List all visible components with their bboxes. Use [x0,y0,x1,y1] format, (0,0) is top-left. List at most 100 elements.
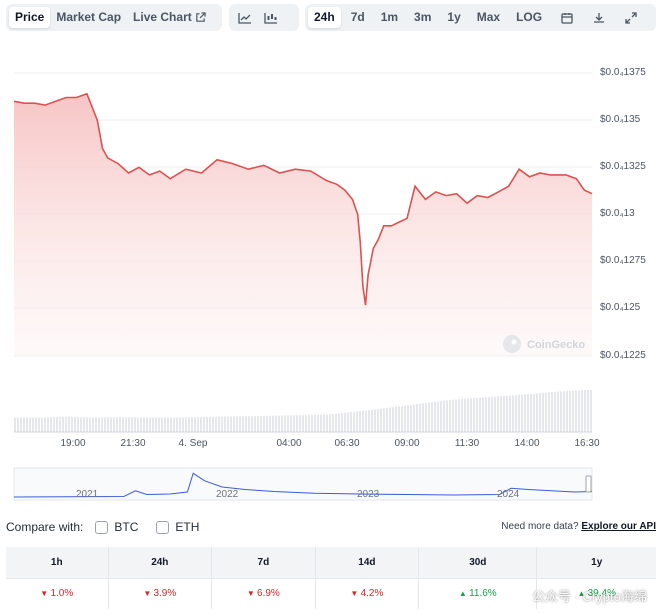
calendar-button[interactable] [554,7,580,28]
volume-bar [332,414,334,432]
tab-range-24h[interactable]: 24h [308,7,341,28]
navigator-year: 2024 [497,489,520,500]
performance-value-text: 6.9% [257,588,280,600]
navigator-year: 2023 [357,489,380,500]
volume-bar [500,396,502,432]
volume-bar [461,399,463,432]
tab-range-3m[interactable]: 3m [414,10,432,24]
line-chart-button[interactable] [232,7,258,28]
volume-bar [392,407,394,432]
compare-eth-label[interactable]: ETH [175,520,200,534]
volume-bar [344,412,346,432]
tab-range-1m[interactable]: 1m [380,10,399,24]
volume-bar [296,415,298,432]
volume-bar [377,409,379,432]
volume-bar [89,417,91,432]
volume-bar [239,416,241,432]
tab-price[interactable]: Price [9,7,51,28]
chart-type-group [229,4,299,31]
volume-bar [134,417,136,432]
volume-bar [173,417,175,432]
volume-bar [116,417,118,432]
expand-icon [625,11,637,24]
performance-value: ▼ 3.9% [107,577,212,609]
volume-bar [215,416,217,432]
volume-bar [311,415,313,432]
performance-value: ▼ 4.2% [314,577,419,609]
volume-bar [434,401,436,432]
volume-bar [386,408,388,432]
candlestick-chart-icon [264,12,277,24]
volume-bar [284,415,286,432]
range-tab-group: 24h 7d 1m 3m 1y Max LOG [305,4,656,31]
volume-bar [218,416,220,432]
price-chart[interactable]: CoinGecko [0,0,660,440]
view-tab-group: Price Market Cap Live Chart [6,4,222,31]
volume-bar [428,402,430,432]
volume-bar [506,395,508,432]
download-button[interactable] [586,7,612,28]
performance-value: ▲ 39.4% [536,577,656,609]
volume-bar [41,417,43,432]
volume-bar [455,399,457,432]
y-tick-label: $0.0₄1325 [600,161,646,172]
volume-bar [566,391,568,432]
volume-bar [35,417,37,432]
volume-bar [413,404,415,432]
volume-bar [293,415,295,432]
volume-bar [209,416,211,432]
volume-bar [536,393,538,432]
performance-value-text: 39.4% [587,588,616,600]
volume-bar [257,416,259,432]
volume-bar [575,390,577,432]
performance-table: 1h 24h 7d 14d 30d 1y ▼ 1.0% ▼ 3.9% ▼ 6.9% ▼… [6,547,656,609]
tab-market-cap[interactable]: Market Cap [56,10,122,24]
volume-bar [578,390,580,432]
volume-bar [464,398,466,432]
range-navigator[interactable] [0,464,660,504]
x-tick-label: 16:30 [574,438,600,449]
volume-bar [236,416,238,432]
compare-btc-label[interactable]: BTC [114,520,139,534]
need-more-data: Need more data? Explore our API [501,521,656,532]
volume-bar [95,417,97,432]
navigator-handle[interactable] [585,475,592,493]
price-line [13,92,593,306]
volume-bar [485,397,487,432]
volume-bar [263,415,265,432]
volume-bar [305,415,307,432]
volume-bar [581,390,583,432]
volume-bar [65,416,67,432]
compare-eth-checkbox[interactable] [156,520,170,534]
tab-range-max[interactable]: Max [476,10,501,24]
explore-api-link[interactable]: Explore our API [581,521,656,532]
tab-range-1y[interactable]: 1y [447,10,461,24]
candlestick-chart-button[interactable] [258,7,284,28]
fullscreen-button[interactable] [618,7,644,28]
volume-bar [551,392,553,432]
volume-bar [317,414,319,432]
volume-bar [302,415,304,432]
volume-bar [152,417,154,432]
volume-bar [68,416,70,432]
volume-bar [560,391,562,432]
volume-bar [347,412,349,432]
tab-log-scale[interactable]: LOG [516,10,543,24]
volume-bar [188,417,190,432]
compare-btc-checkbox[interactable] [95,520,109,534]
volume-bar [371,409,373,432]
volume-bar [197,417,199,432]
volume-bar [479,397,481,432]
volume-bar [26,417,28,432]
y-tick-label: $0.0₄1375 [600,67,646,78]
performance-value-text: 4.2% [360,588,384,600]
volume-bar [542,392,544,432]
volume-bar [362,410,364,432]
tab-live-chart[interactable]: Live Chart [127,7,212,28]
volume-bar [425,403,427,432]
header-30d: 30d [418,547,537,578]
line-chart-icon [238,12,251,24]
compare-with: Compare with: BTC ETH [6,520,199,534]
tab-range-7d[interactable]: 7d [350,10,365,24]
volume-bar [452,399,454,432]
